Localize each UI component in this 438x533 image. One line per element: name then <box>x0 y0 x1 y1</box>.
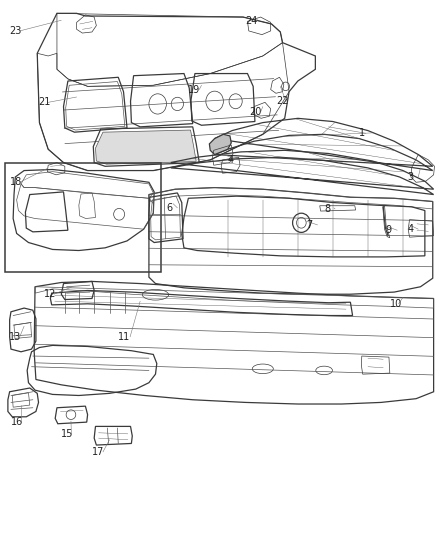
Text: 13: 13 <box>9 332 21 342</box>
Text: 4: 4 <box>407 224 413 234</box>
Text: 18: 18 <box>10 177 22 187</box>
Text: 8: 8 <box>324 204 330 214</box>
Text: 16: 16 <box>11 417 23 427</box>
Text: 24: 24 <box>245 17 258 26</box>
Text: 7: 7 <box>307 220 313 230</box>
Polygon shape <box>95 130 196 164</box>
Polygon shape <box>209 134 231 155</box>
Text: 6: 6 <box>166 203 173 213</box>
Text: 17: 17 <box>92 447 104 457</box>
Text: 11: 11 <box>118 332 131 342</box>
Text: 1: 1 <box>359 128 365 138</box>
Text: 21: 21 <box>39 98 51 107</box>
Text: 22: 22 <box>276 96 289 106</box>
Text: 10: 10 <box>390 299 402 309</box>
Text: 9: 9 <box>385 225 392 235</box>
Text: 23: 23 <box>10 26 22 36</box>
Text: 4: 4 <box>228 155 234 165</box>
Text: 12: 12 <box>44 289 56 299</box>
Text: 3: 3 <box>407 172 413 182</box>
Text: 19: 19 <box>188 85 201 94</box>
Text: 20: 20 <box>250 107 262 117</box>
Text: 15: 15 <box>61 430 74 439</box>
